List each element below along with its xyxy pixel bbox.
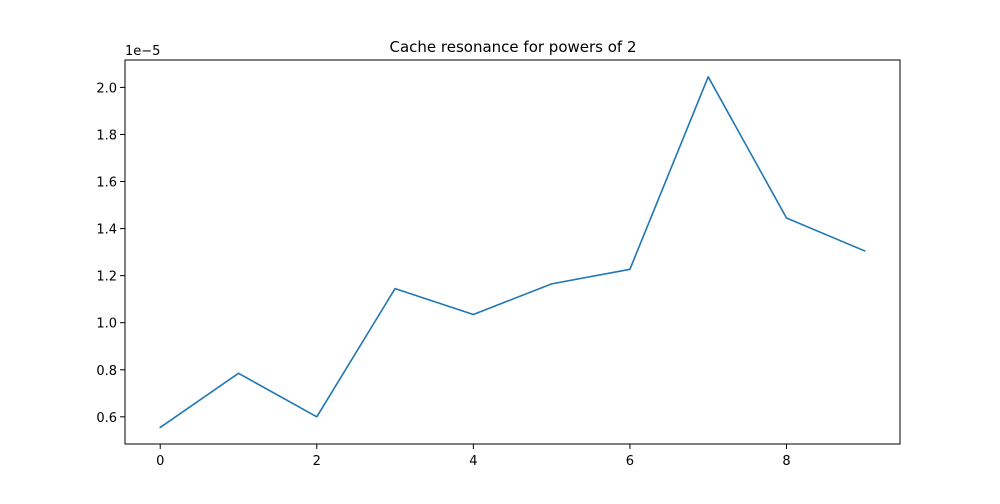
y-axis: 0.6 0.8 1.0 1.2 1.4 1.6 1.8 2.0 (96, 81, 125, 425)
series-line (160, 77, 865, 428)
x-axis: 0 2 4 6 8 (156, 444, 791, 469)
x-tick-label: 2 (313, 454, 321, 469)
x-tick-label: 0 (156, 454, 164, 469)
x-tick-label: 4 (469, 454, 477, 469)
y-tick-label: 0.6 (96, 411, 117, 426)
x-tick-label: 6 (626, 454, 634, 469)
y-tick-label: 1.2 (96, 270, 117, 285)
series-layer (160, 77, 865, 428)
y-offset-label: 1e−5 (125, 44, 160, 59)
y-tick-label: 1.6 (96, 176, 117, 191)
x-tick-label: 8 (782, 454, 790, 469)
y-tick-label: 1.4 (96, 223, 117, 238)
y-tick-label: 1.0 (96, 317, 117, 332)
plot-area-frame (125, 60, 900, 444)
y-tick-label: 2.0 (96, 81, 117, 96)
chart-title: Cache resonance for powers of 2 (389, 38, 636, 56)
y-tick-label: 0.8 (96, 364, 117, 379)
y-tick-label: 1.8 (96, 128, 117, 143)
